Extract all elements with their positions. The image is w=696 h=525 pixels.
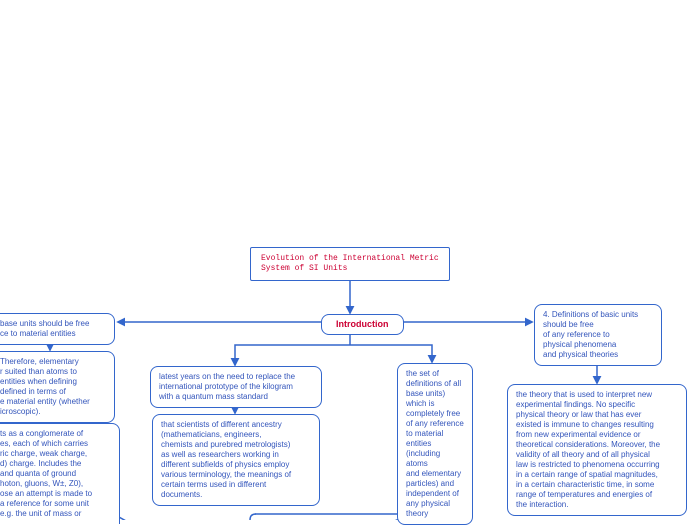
title-text: Evolution of the International Metric Sy… [261, 254, 439, 273]
node-theory-text: the theory that is used to interpret new… [516, 390, 660, 509]
intro-node: Introduction [321, 314, 404, 335]
node-set-text: the set of definitions of all base units… [406, 369, 464, 518]
node-latest: latest years on the need to replace the … [150, 366, 322, 408]
node-conglomerate-text: ts as a conglomerate of es, each of whic… [0, 429, 92, 518]
node-conglomerate: ts as a conglomerate of es, each of whic… [0, 423, 120, 524]
node-set: the set of definitions of all base units… [397, 363, 473, 525]
node-latest-text: latest years on the need to replace the … [159, 372, 295, 401]
node-scientists-text: that scientists of different ancestry (m… [161, 420, 291, 499]
node-four: 4. Definitions of basic units should be … [534, 304, 662, 366]
node-theory: the theory that is used to interpret new… [507, 384, 687, 516]
intro-label: Introduction [336, 319, 389, 329]
node-four-text: 4. Definitions of basic units should be … [543, 310, 638, 359]
node-elementary-text: Therefore, elementary r suited than atom… [0, 357, 90, 416]
title-node: Evolution of the International Metric Sy… [250, 247, 450, 281]
node-base-free-text: base units should be free ce to material… [0, 319, 89, 338]
node-elementary: Therefore, elementary r suited than atom… [0, 351, 115, 423]
node-scientists: that scientists of different ancestry (m… [152, 414, 320, 506]
node-base-free: base units should be free ce to material… [0, 313, 115, 345]
